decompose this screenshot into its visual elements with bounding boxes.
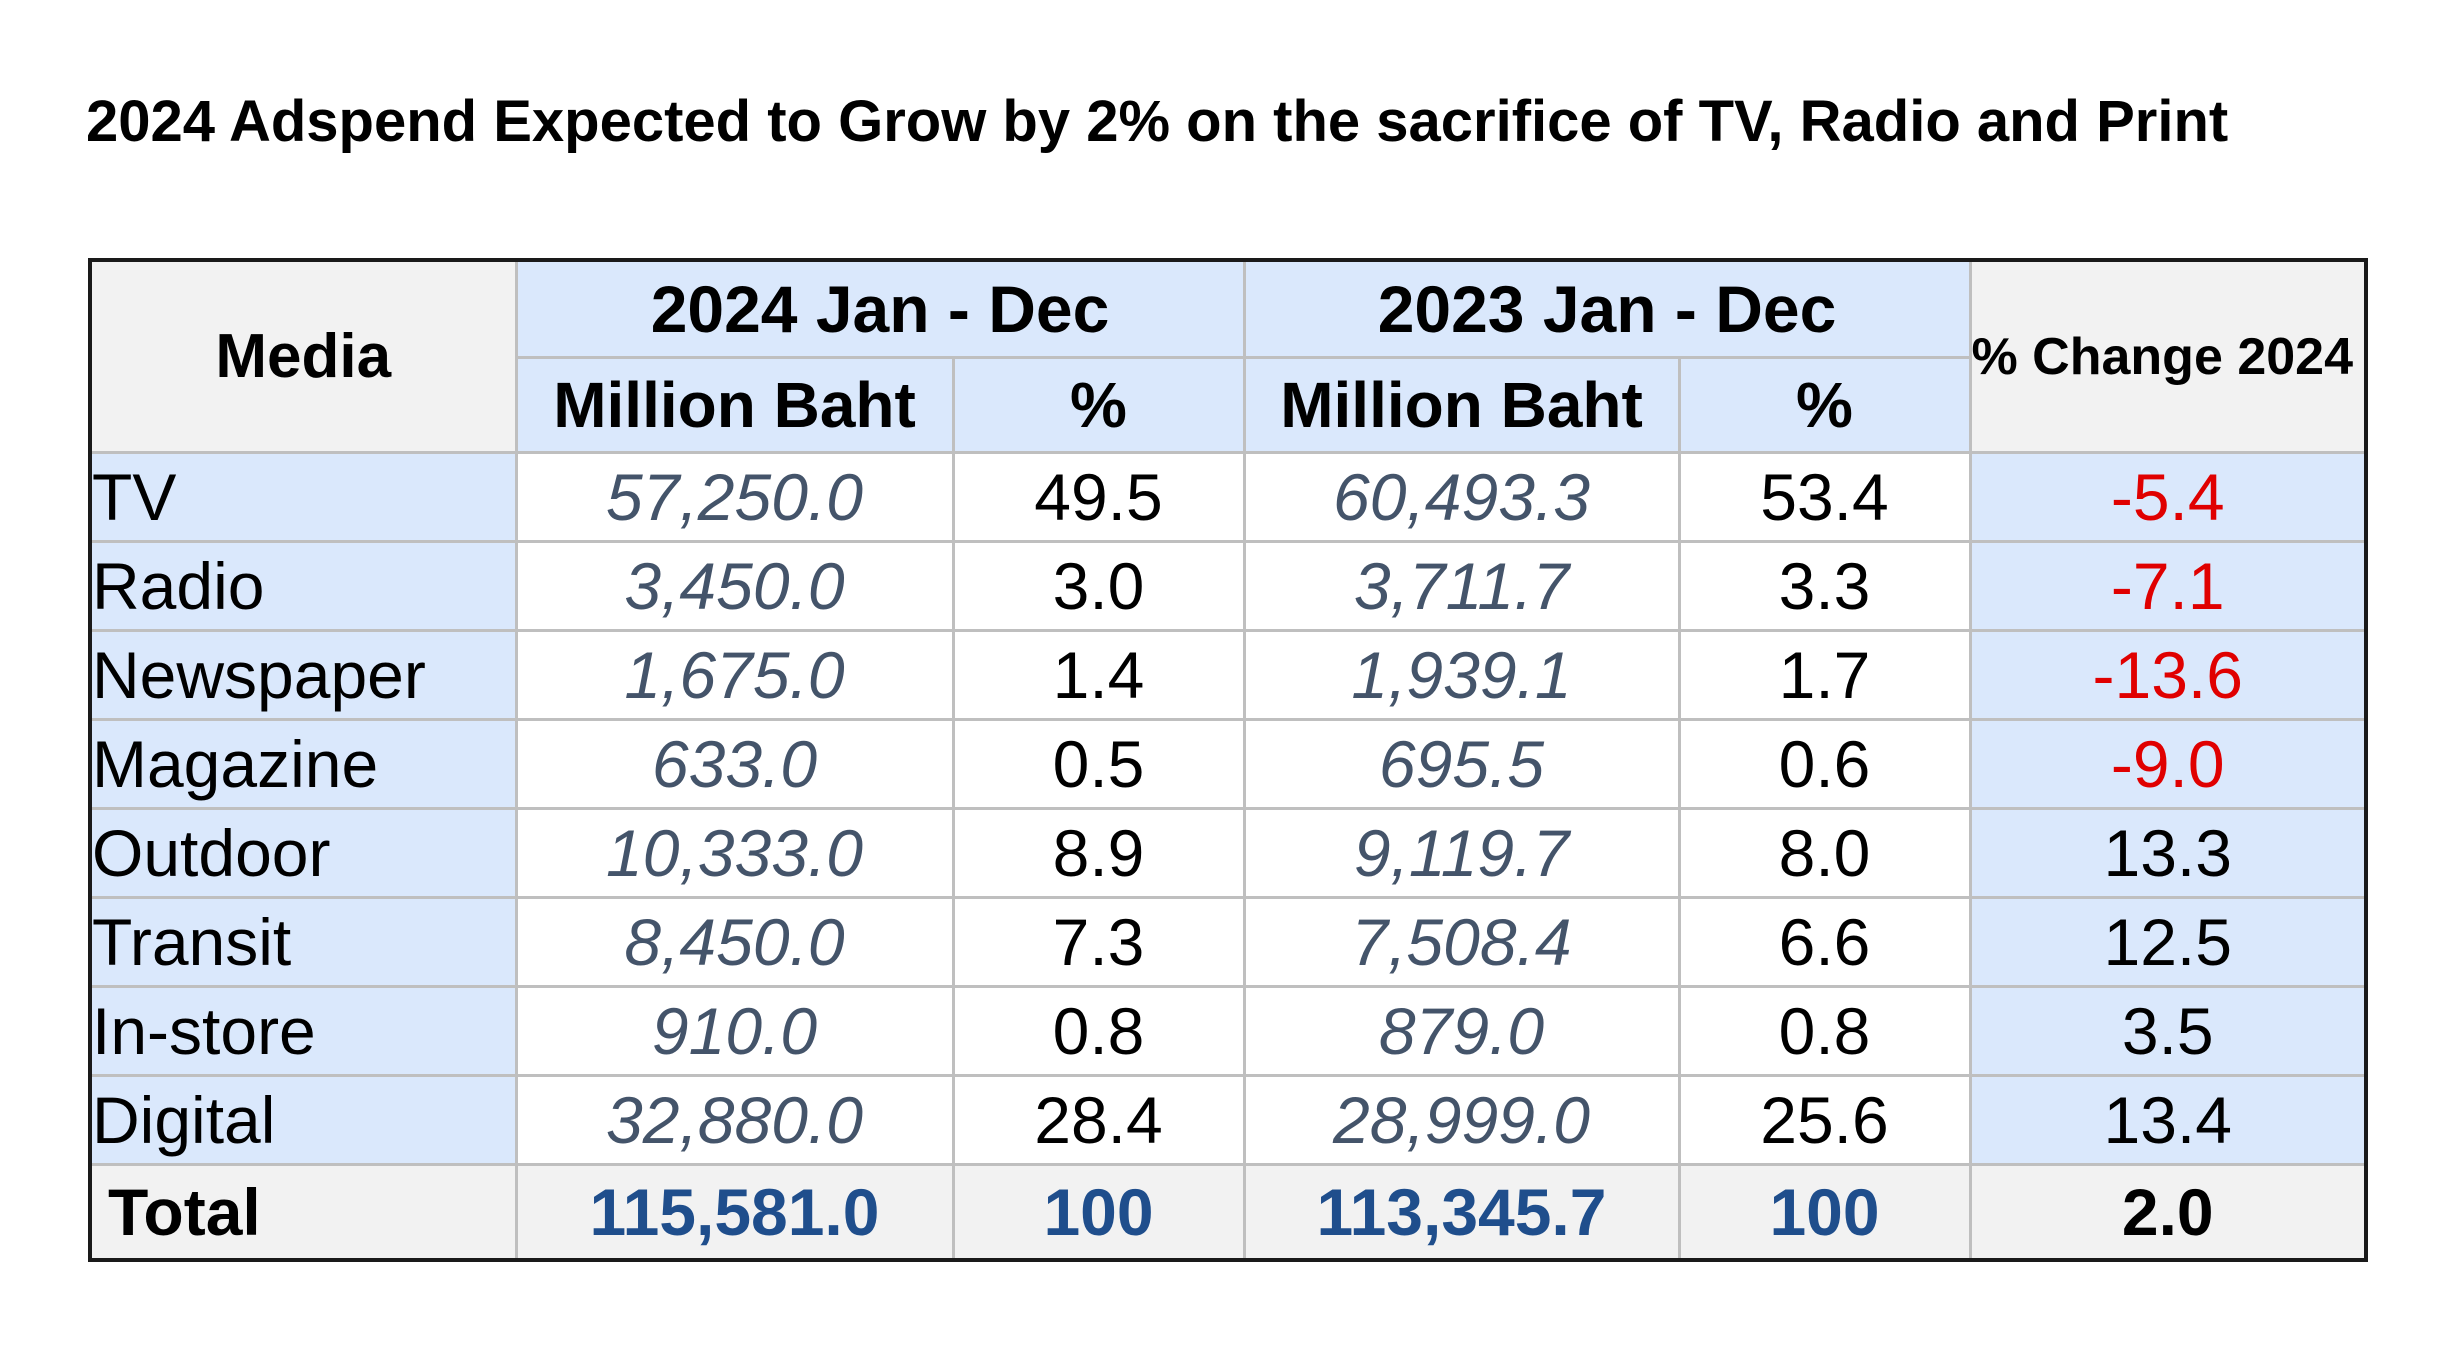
cell-mb-2024: 32,880.0: [514, 1074, 955, 1166]
total-pct-2023: 100: [1677, 1163, 1972, 1262]
cell-pct-2024: 1.4: [951, 629, 1246, 721]
cell-pct-2024: 0.5: [951, 718, 1246, 810]
header-million-baht-2024: Million Baht: [514, 356, 955, 454]
cell-mb-2023: 3,711.7: [1242, 540, 1681, 632]
cell-pct-2024: 8.9: [951, 807, 1246, 899]
cell-pct-2024: 7.3: [951, 896, 1246, 988]
cell-change: -5.4: [1968, 451, 2368, 543]
total-change: 2.0: [1968, 1163, 2368, 1262]
table-row: Radio 3,450.0 3.0 3,711.7 3.3 -7.1: [88, 540, 2368, 632]
cell-change: -13.6: [1968, 629, 2368, 721]
page-title: 2024 Adspend Expected to Grow by 2% on t…: [86, 89, 2229, 154]
cell-mb-2023: 28,999.0: [1242, 1074, 1681, 1166]
cell-mb-2024: 10,333.0: [514, 807, 955, 899]
total-mb-2024: 115,581.0: [514, 1163, 955, 1262]
header-change: % Change 2024 vs 2023: [1968, 258, 2368, 454]
header-million-baht-2023: Million Baht: [1242, 356, 1681, 454]
cell-media: In-store: [88, 985, 518, 1077]
cell-pct-2023: 1.7: [1677, 629, 1972, 721]
cell-mb-2023: 9,119.7: [1242, 807, 1681, 899]
table-row: TV 57,250.0 49.5 60,493.3 53.4 -5.4: [88, 451, 2368, 543]
cell-pct-2024: 28.4: [951, 1074, 1246, 1166]
cell-pct-2023: 8.0: [1677, 807, 1972, 899]
cell-mb-2024: 1,675.0: [514, 629, 955, 721]
cell-mb-2023: 60,493.3: [1242, 451, 1681, 543]
table-row: In-store 910.0 0.8 879.0 0.8 3.5: [88, 985, 2368, 1077]
cell-media: Transit: [88, 896, 518, 988]
cell-mb-2023: 879.0: [1242, 985, 1681, 1077]
total-mb-2023: 113,345.7: [1242, 1163, 1681, 1262]
cell-mb-2024: 910.0: [514, 985, 955, 1077]
table-row: Transit 8,450.0 7.3 7,508.4 6.6 12.5: [88, 896, 2368, 988]
cell-mb-2023: 7,508.4: [1242, 896, 1681, 988]
cell-change: 13.4: [1968, 1074, 2368, 1166]
header-percent-2023: %: [1677, 356, 1972, 454]
cell-media: Outdoor: [88, 807, 518, 899]
cell-media: Magazine: [88, 718, 518, 810]
table-row: Digital 32,880.0 28.4 28,999.0 25.6 13.4: [88, 1074, 2368, 1166]
header-media: Media: [88, 258, 518, 454]
cell-pct-2024: 49.5: [951, 451, 1246, 543]
total-pct-2024: 100: [951, 1163, 1246, 1262]
cell-mb-2024: 3,450.0: [514, 540, 955, 632]
cell-media: Digital: [88, 1074, 518, 1166]
table-row: Magazine 633.0 0.5 695.5 0.6 -9.0: [88, 718, 2368, 810]
cell-pct-2024: 0.8: [951, 985, 1246, 1077]
cell-media: Radio: [88, 540, 518, 632]
cell-pct-2024: 3.0: [951, 540, 1246, 632]
cell-pct-2023: 25.6: [1677, 1074, 1972, 1166]
cell-pct-2023: 53.4: [1677, 451, 1972, 543]
table-body: TV 57,250.0 49.5 60,493.3 53.4 -5.4 Radio 3,450…: [88, 451, 2368, 1166]
cell-change: -9.0: [1968, 718, 2368, 810]
table-row: Newspaper 1,675.0 1.4 1,939.1 1.7 -13.6: [88, 629, 2368, 721]
cell-pct-2023: 0.8: [1677, 985, 1972, 1077]
cell-change: 13.3: [1968, 807, 2368, 899]
cell-change: 12.5: [1968, 896, 2368, 988]
cell-mb-2024: 57,250.0: [514, 451, 955, 543]
cell-media: Newspaper: [88, 629, 518, 721]
cell-change: 3.5: [1968, 985, 2368, 1077]
cell-mb-2023: 1,939.1: [1242, 629, 1681, 721]
adspend-table: Media 2024 Jan - Dec 2023 Jan - Dec % Ch…: [88, 258, 2368, 1262]
total-row: Total 115,581.0 100 113,345.7 100 2.0: [88, 1163, 2368, 1262]
cell-media: TV: [88, 451, 518, 543]
header-period-2024: 2024 Jan - Dec: [514, 258, 1246, 359]
header-period-2023: 2023 Jan - Dec: [1242, 258, 1972, 359]
table-row: Outdoor 10,333.0 8.9 9,119.7 8.0 13.3: [88, 807, 2368, 899]
cell-pct-2023: 3.3: [1677, 540, 1972, 632]
cell-change: -7.1: [1968, 540, 2368, 632]
header-percent-2024: %: [951, 356, 1246, 454]
cell-mb-2024: 633.0: [514, 718, 955, 810]
cell-mb-2023: 695.5: [1242, 718, 1681, 810]
cell-pct-2023: 6.6: [1677, 896, 1972, 988]
cell-mb-2024: 8,450.0: [514, 896, 955, 988]
total-label: Total: [88, 1163, 518, 1262]
cell-pct-2023: 0.6: [1677, 718, 1972, 810]
